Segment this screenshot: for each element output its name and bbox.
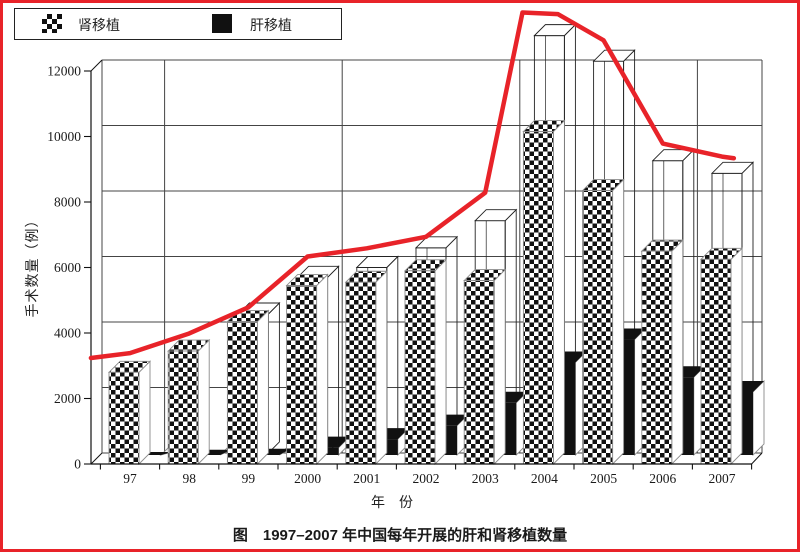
svg-text:2002: 2002 (413, 471, 440, 486)
svg-text:98: 98 (182, 471, 196, 486)
svg-text:12000: 12000 (47, 64, 81, 79)
y-axis-title: 手术数量（例） (26, 212, 41, 318)
legend: 肾移植 肝移植 (14, 8, 342, 40)
svg-text:2001: 2001 (353, 471, 380, 486)
svg-text:0: 0 (74, 457, 81, 472)
svg-text:10000: 10000 (47, 129, 81, 144)
transplant-3d-bar-chart: 0 2000 4000 6000 8000 10000 12000 97 98 99 2000 200… (47, 10, 765, 487)
liver-solid-swatch-icon (212, 14, 232, 33)
axes (84, 59, 763, 470)
svg-text:2000: 2000 (54, 391, 81, 406)
tick-labels: 0 2000 4000 6000 8000 10000 12000 97 98 99 2000 200… (47, 64, 736, 487)
x-axis-title: 年 份 (371, 496, 413, 511)
svg-text:2005: 2005 (590, 471, 617, 486)
legend-label-liver: 肝移植 (250, 19, 292, 34)
red-trend-line (88, 10, 737, 361)
svg-text:97: 97 (123, 471, 137, 486)
bars (107, 23, 765, 466)
svg-text:2000: 2000 (294, 471, 321, 486)
svg-text:2004: 2004 (531, 471, 558, 486)
figure-caption: 图 1997–2007 年中国每年开展的肝和肾移植数量 (232, 527, 568, 544)
kidney-checker-swatch-icon (42, 14, 62, 33)
svg-text:2003: 2003 (472, 471, 499, 486)
svg-text:4000: 4000 (54, 326, 81, 341)
svg-text:6000: 6000 (54, 260, 81, 275)
svg-text:8000: 8000 (54, 195, 81, 210)
svg-text:2006: 2006 (649, 471, 676, 486)
svg-text:99: 99 (242, 471, 256, 486)
svg-text:2007: 2007 (709, 471, 736, 486)
legend-label-kidney: 肾移植 (78, 19, 120, 34)
